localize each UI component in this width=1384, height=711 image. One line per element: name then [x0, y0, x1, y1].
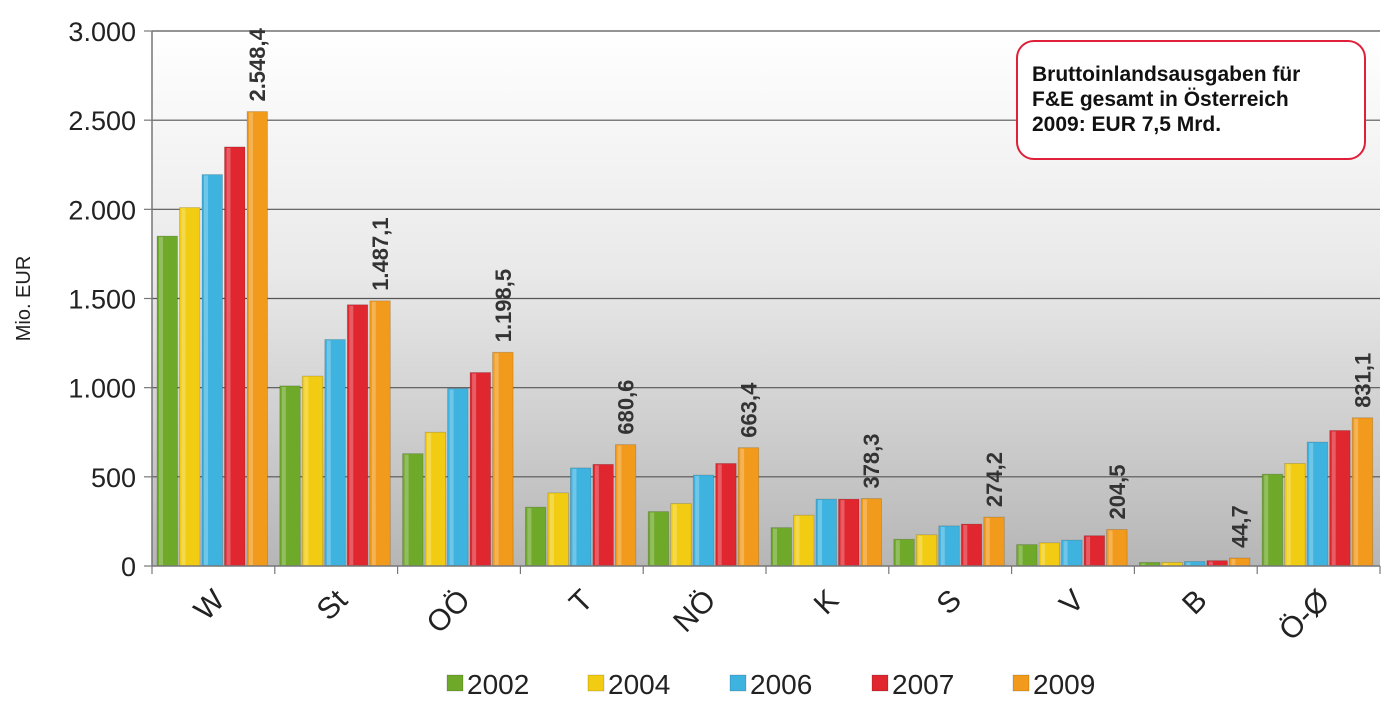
data-label: 378,3 [859, 433, 884, 488]
y-tick-label: 3.000 [68, 17, 136, 47]
bar-highlight [1331, 431, 1336, 565]
bar-highlight [773, 528, 777, 565]
bar-highlight [594, 465, 599, 565]
bar-highlight [695, 476, 700, 565]
bar-highlight [650, 512, 655, 565]
bar-highlight [281, 386, 286, 565]
bar-highlight [795, 516, 800, 565]
legend-label: 2009 [1033, 669, 1095, 700]
bar-highlight [985, 518, 990, 565]
legend-swatch [446, 674, 464, 692]
bar-highlight [226, 147, 231, 565]
data-label: 2.548,4 [245, 27, 270, 101]
bar-highlight [1086, 536, 1091, 565]
x-tick-label: V [1053, 584, 1090, 621]
bar-highlight [895, 540, 900, 565]
bar-highlight [963, 525, 968, 565]
bar-highlight [1018, 545, 1023, 565]
annotation-line-1: Bruttoinlandsausgaben für [1032, 63, 1301, 86]
legend-label: 2002 [467, 669, 529, 700]
bar-highlight [494, 353, 499, 565]
bar-highlight [549, 493, 554, 565]
annotation-line-2: F&E gesamt in Österreich [1032, 88, 1289, 111]
bar-highlight [527, 508, 532, 565]
annotation-box: Bruttoinlandsausgaben für F&E gesamt in … [1016, 40, 1366, 160]
data-label: 44,7 [1228, 505, 1253, 548]
bar-highlight [863, 499, 867, 565]
annotation-line-3: 2009: EUR 7,5 Mrd. [1032, 113, 1222, 136]
bar-highlight [159, 237, 163, 566]
x-tick-label: W [188, 583, 232, 627]
legend-swatch [1012, 674, 1030, 692]
x-tick-label: NÖ [667, 584, 722, 639]
data-label: 1.487,1 [368, 217, 393, 290]
x-tick-label: St [311, 583, 355, 627]
bar-highlight [404, 454, 409, 565]
x-tick-label: K [808, 584, 845, 621]
y-tick-label: 1.000 [68, 374, 136, 404]
bar-highlight [717, 464, 722, 565]
x-tick-label: Ö-Ø [1273, 584, 1336, 647]
bar-highlight [427, 433, 432, 565]
legend-swatch [871, 674, 889, 692]
bar-highlight [1354, 418, 1359, 565]
bar-highlight [572, 468, 577, 565]
bar-highlight [672, 504, 677, 565]
legend-swatch [587, 674, 605, 692]
bar-highlight [1108, 530, 1113, 565]
y-tick-label: 2.500 [68, 106, 136, 136]
bar-highlight [740, 448, 745, 565]
bar-highlight [249, 112, 253, 565]
bar-highlight [472, 373, 477, 565]
bar-highlight [940, 526, 945, 565]
bar-highlight [1231, 559, 1236, 565]
data-label: 831,1 [1350, 353, 1375, 408]
bar-highlight [1141, 563, 1146, 565]
data-label: 1.198,5 [491, 269, 516, 342]
bar-highlight [1286, 464, 1291, 565]
bar-highlight [818, 500, 822, 565]
data-label: 663,4 [736, 382, 761, 438]
bar-highlight [371, 301, 376, 565]
y-tick-label: 1.500 [68, 285, 136, 315]
bar-highlight [840, 500, 845, 565]
bar-highlight [918, 535, 923, 565]
bar-highlight [181, 208, 186, 566]
y-tick-label: 0 [121, 552, 136, 582]
bar-highlight [304, 377, 309, 565]
bar-highlight [1163, 563, 1168, 565]
bar-highlight [1186, 562, 1191, 565]
bar-highlight [1264, 475, 1269, 565]
legend-label: 2006 [750, 669, 812, 700]
y-tick-label: 500 [91, 463, 136, 493]
legend-label: 2007 [892, 669, 954, 700]
legend-label: 2004 [608, 669, 670, 700]
bar-highlight [326, 340, 331, 565]
legend-swatch [729, 674, 747, 692]
bar-highlight [1309, 443, 1314, 565]
bar-highlight [1208, 561, 1213, 565]
bar-highlight [1063, 541, 1068, 565]
bar-highlight [204, 175, 208, 565]
bar-highlight [449, 389, 454, 565]
x-tick-label: OÖ [420, 584, 476, 640]
data-label: 680,6 [614, 380, 639, 435]
data-label: 274,2 [982, 452, 1007, 507]
data-label: 204,5 [1105, 464, 1130, 519]
bar-highlight [349, 305, 354, 565]
bar-highlight [617, 445, 622, 565]
x-tick-label: S [931, 584, 968, 621]
x-tick-label: T [563, 584, 599, 620]
x-tick-label: B [1176, 584, 1213, 621]
y-axis-label: Mio. EUR [13, 256, 35, 342]
y-tick-label: 2.000 [68, 195, 136, 225]
bar-highlight [1041, 543, 1046, 565]
